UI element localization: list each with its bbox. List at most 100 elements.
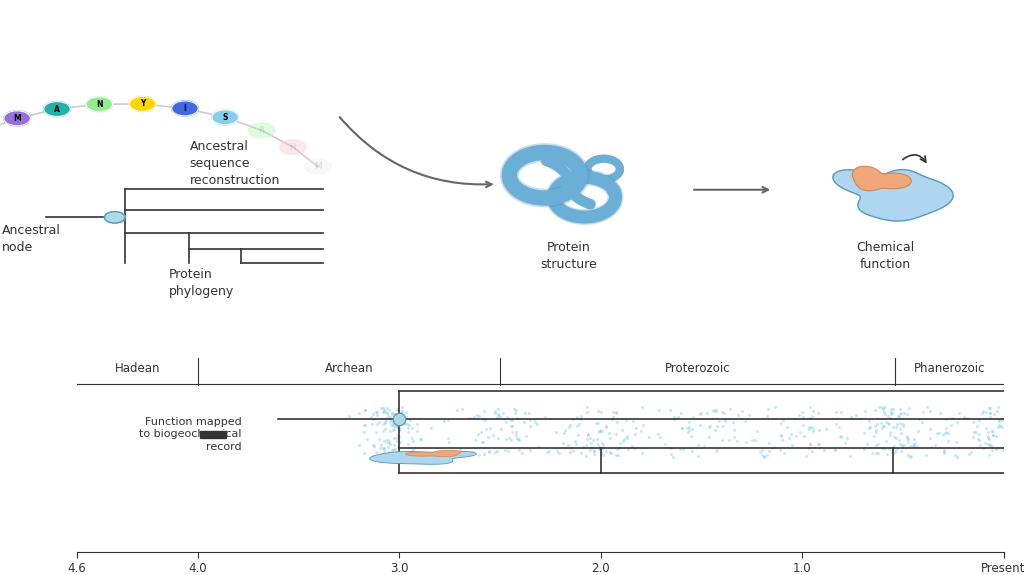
- Point: [593, 448, 609, 458]
- Point: [761, 439, 777, 448]
- Point: [984, 426, 1000, 435]
- Text: M: M: [314, 162, 322, 171]
- Point: [469, 430, 485, 439]
- Point: [618, 432, 635, 441]
- Point: [377, 417, 393, 427]
- Point: [454, 404, 470, 413]
- Point: [910, 427, 927, 436]
- Point: [889, 443, 905, 453]
- Point: [595, 443, 611, 453]
- Point: [508, 431, 524, 440]
- Circle shape: [305, 159, 332, 174]
- Point: [932, 409, 948, 418]
- Point: [690, 451, 707, 461]
- Point: [580, 430, 596, 439]
- Point: [868, 420, 885, 429]
- Point: [394, 406, 411, 415]
- Point: [341, 412, 357, 421]
- Point: [364, 452, 380, 461]
- Point: [985, 409, 1001, 419]
- Point: [376, 444, 392, 453]
- Point: [402, 416, 419, 425]
- Point: [870, 448, 887, 458]
- Point: [625, 416, 641, 426]
- Point: [881, 419, 897, 428]
- Point: [906, 442, 923, 451]
- Point: [782, 429, 799, 438]
- Point: [369, 410, 385, 419]
- Point: [390, 411, 407, 420]
- Point: [898, 433, 914, 442]
- Point: [467, 435, 483, 444]
- Point: [389, 404, 406, 413]
- Point: [670, 412, 686, 421]
- Point: [403, 447, 420, 456]
- Point: [559, 440, 575, 449]
- Point: [833, 407, 849, 416]
- Point: [734, 407, 751, 416]
- Point: [384, 420, 400, 429]
- Point: [388, 436, 404, 446]
- Point: [590, 418, 606, 427]
- Point: [489, 409, 506, 419]
- Point: [381, 438, 397, 447]
- Point: [598, 446, 614, 455]
- Point: [756, 452, 772, 461]
- Point: [377, 424, 393, 434]
- Point: [503, 436, 519, 445]
- Point: [663, 443, 679, 453]
- Point: [490, 410, 507, 419]
- Point: [624, 442, 640, 451]
- Point: [929, 428, 945, 438]
- Point: [579, 407, 595, 416]
- Point: [893, 428, 909, 438]
- Point: [743, 435, 760, 444]
- Point: [366, 415, 382, 424]
- Point: [754, 445, 770, 454]
- Point: [888, 422, 904, 431]
- Point: [475, 438, 492, 447]
- Point: [555, 439, 571, 448]
- Text: A: A: [54, 105, 60, 113]
- Point: [395, 417, 412, 427]
- Point: [563, 443, 580, 453]
- Point: [597, 423, 613, 432]
- Text: N: N: [96, 99, 102, 109]
- Point: [496, 414, 512, 423]
- Point: [794, 407, 810, 416]
- Point: [392, 438, 409, 447]
- Point: [561, 423, 578, 432]
- Point: [991, 420, 1008, 430]
- Point: [878, 436, 894, 445]
- Point: [473, 438, 489, 447]
- Circle shape: [172, 101, 199, 116]
- Point: [583, 442, 599, 451]
- Point: [356, 420, 373, 430]
- Point: [892, 404, 908, 413]
- Point: [805, 423, 821, 432]
- Point: [588, 419, 604, 428]
- Point: [877, 409, 893, 418]
- Point: [399, 439, 416, 448]
- Point: [583, 438, 599, 447]
- Point: [972, 440, 988, 449]
- Circle shape: [280, 140, 306, 155]
- Point: [382, 439, 398, 448]
- Point: [522, 421, 539, 430]
- Point: [476, 406, 493, 415]
- Point: [357, 405, 374, 415]
- Point: [683, 431, 699, 440]
- Point: [982, 440, 998, 450]
- Point: [482, 424, 499, 433]
- Point: [862, 423, 879, 432]
- Point: [488, 412, 505, 421]
- Point: [701, 432, 718, 442]
- Point: [888, 446, 904, 455]
- Circle shape: [44, 102, 71, 117]
- Point: [738, 438, 755, 447]
- Point: [390, 426, 407, 435]
- Point: [801, 444, 817, 453]
- Point: [679, 423, 695, 432]
- Point: [717, 414, 733, 423]
- Point: [387, 409, 403, 419]
